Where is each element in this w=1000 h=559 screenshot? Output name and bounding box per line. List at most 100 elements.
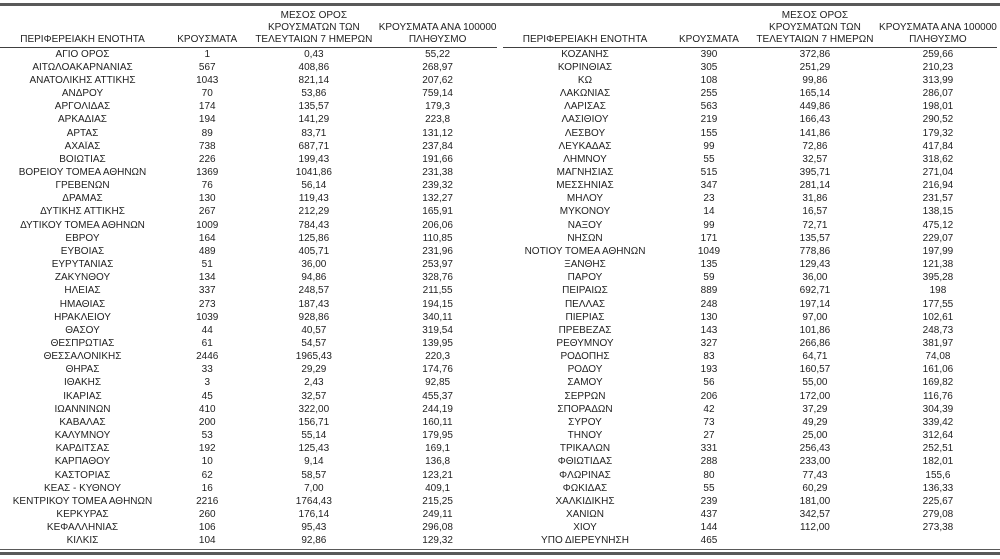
- region-name-cell: ΚΟΡΙΝΘΙΑΣ: [557, 61, 613, 73]
- per100k-cell: 194,15: [422, 298, 453, 310]
- table-row: ΦΩΚΙΔΑΣ 55 60,29 136,33: [503, 482, 997, 495]
- table-row: ΣΑΜΟΥ 56 55,00 169,82: [503, 377, 997, 390]
- avg7-cell: 405,71: [298, 245, 330, 257]
- avg7-cell: 928,86: [298, 311, 330, 323]
- region-name-cell: ΕΒΡΟΥ: [65, 232, 100, 244]
- header-avg7-line3: ΤΕΛΕΥΤΑΙΩΝ 7 ΗΜΕΡΩΝ: [756, 34, 874, 45]
- header-avg7-line2: ΚΡΟΥΣΜΑΤΩΝ ΤΩΝ: [769, 22, 861, 33]
- per100k-cell: 132,27: [422, 193, 453, 205]
- avg7-cell: 784,43: [298, 219, 330, 231]
- cases-cell: 255: [700, 88, 718, 100]
- table-row: ΑΡΓΟΛΙΔΑΣ 174 135,57 179,3: [0, 101, 497, 114]
- region-name-cell: ΑΡΓΟΛΙΔΑΣ: [54, 101, 111, 113]
- per100k-cell: 138,15: [922, 206, 954, 218]
- bottom-rule-thick: [0, 552, 1000, 555]
- avg7-cell: 408,86: [298, 61, 330, 73]
- cases-cell: 226: [198, 153, 216, 165]
- region-name-cell: ΔΥΤΙΚΗΣ ΑΤΤΙΚΗΣ: [40, 206, 125, 218]
- cases-cell: 465: [700, 535, 718, 547]
- header-per100k-line2: ΠΛΗΘΥΣΜΟ: [408, 34, 467, 45]
- avg7-cell: 53,86: [301, 88, 327, 100]
- table-row: ΡΟΔΟΥ 193 160,57 161,06: [503, 364, 997, 377]
- per100k-cell: 160,11: [422, 416, 453, 428]
- avg7-cell: 449,86: [799, 101, 831, 113]
- cases-cell: 515: [700, 166, 718, 178]
- cases-cell: 59: [703, 272, 715, 284]
- region-name-cell: ΤΗΝΟΥ: [567, 430, 603, 442]
- avg7-cell: 92,86: [301, 535, 327, 547]
- per100k-cell: 216,94: [922, 180, 954, 192]
- header-per100k-line1: ΚΡΟΥΣΜΑΤΑ ΑΝΑ 100000: [378, 22, 497, 33]
- avg7-cell: 49,29: [802, 416, 828, 428]
- per100k-cell: 225,67: [922, 495, 954, 507]
- per100k-cell: 136,33: [922, 482, 954, 494]
- region-name-cell: ΣΥΡΟΥ: [568, 416, 602, 428]
- cases-cell: 738: [198, 140, 216, 152]
- table-row: ΜΕΣΣΗΝΙΑΣ 347 281,14 216,94: [503, 180, 997, 193]
- avg7-cell: 32,57: [802, 153, 828, 165]
- table-row: ΕΒΡΟΥ 164 125,86 110,85: [0, 232, 497, 245]
- header-per100k: ΚΡΟΥΣΜΑΤΑ ΑΝΑ 100000 ΠΛΗΘΥΣΜΟ: [879, 22, 997, 47]
- cases-cell: 331: [700, 443, 718, 455]
- cases-cell: 55: [703, 482, 715, 494]
- region-name-cell: ΡΟΔΟΠΗΣ: [560, 351, 610, 363]
- table-row: ΚΙΛΚΙΣ 104 92,86 129,32: [0, 535, 497, 548]
- per100k-cell: 92,85: [425, 377, 451, 389]
- avg7-cell: 36,00: [301, 259, 327, 271]
- cases-cell: 219: [700, 114, 718, 126]
- region-name-cell: ΔΡΑΜΑΣ: [62, 193, 103, 205]
- cases-cell: 42: [703, 403, 715, 415]
- header-region: ΠΕΡΙΦΕΡΕΙΑΚΗ ΕΝΟΤΗΤΑ: [503, 34, 667, 47]
- cases-cell: 164: [198, 232, 216, 244]
- cases-cell: 130: [700, 311, 718, 323]
- cases-cell: 889: [700, 285, 718, 297]
- per100k-cell: 290,52: [922, 114, 954, 126]
- avg7-cell: 187,43: [298, 298, 330, 310]
- header-avg7-line3: ΤΕΛΕΥΤΑΙΩΝ 7 ΗΜΕΡΩΝ: [255, 34, 373, 45]
- region-name-cell: ΣΠΟΡΑΔΩΝ: [557, 403, 613, 415]
- per100k-cell: 239,32: [422, 180, 453, 192]
- per100k-cell: 197,99: [922, 245, 954, 257]
- header-cases: ΚΡΟΥΣΜΑΤΑ: [667, 34, 751, 47]
- avg7-cell: 129,43: [799, 259, 831, 271]
- table-row: ΚΑΡΠΑΘΟΥ 10 9,14 136,8: [0, 456, 497, 469]
- cases-cell: 83: [703, 351, 715, 363]
- table-row: ΛΕΥΚΑΔΑΣ 99 72,86 417,84: [503, 140, 997, 153]
- cases-cell: 305: [700, 61, 718, 73]
- region-name-cell: ΜΗΛΟΥ: [566, 193, 604, 205]
- header-cases-label: ΚΡΟΥΣΜΑΤΑ: [679, 34, 739, 45]
- region-name-cell: ΝΟΤΙΟΥ ΤΟΜΕΑ ΑΘΗΝΩΝ: [524, 245, 646, 257]
- header-avg7-line1: ΜΕΣΟΣ ΟΡΟΣ: [781, 10, 849, 21]
- cases-table-left: ΠΕΡΙΦΕΡΕΙΑΚΗ ΕΝΟΤΗΤΑ ΚΡΟΥΣΜΑΤΑ ΜΕΣΟΣ ΟΡΟ…: [0, 6, 497, 552]
- table-row: ΒΟΙΩΤΙΑΣ 226 199,43 191,66: [0, 153, 497, 166]
- avg7-cell: 119,43: [298, 193, 329, 205]
- region-name-cell: ΑΧΑΪΑΣ: [64, 140, 101, 152]
- table-row: ΛΕΣΒΟΥ 155 141,86 179,32: [503, 127, 997, 140]
- region-name-cell: ΚΑΛΥΜΝΟΥ: [54, 430, 111, 442]
- avg7-cell: 29,29: [301, 364, 327, 376]
- region-name-cell: ΜΕΣΣΗΝΙΑΣ: [556, 180, 614, 192]
- bottom-rule-thin: [0, 549, 1000, 550]
- per100k-cell: 116,76: [923, 390, 953, 402]
- per100k-cell: 102,61: [922, 311, 954, 323]
- table-row: ΦΘΙΩΤΙΔΑΣ 288 233,00 182,01: [503, 456, 997, 469]
- table-body-left: ΑΓΙΟ ΟΡΟΣ 1 0,43 55,22 ΑΙΤΩΛΟΑΚΑΡΝΑΝΙΑΣ 567 40…: [0, 48, 497, 548]
- per100k-cell: 313,99: [922, 74, 954, 86]
- region-name-cell: ΣΕΡΡΩΝ: [564, 390, 606, 402]
- table-row: ΑΓΙΟ ΟΡΟΣ 1 0,43 55,22: [0, 48, 497, 61]
- cases-cell: 260: [198, 509, 216, 521]
- table-row: ΙΘΑΚΗΣ 3 2,43 92,85: [0, 377, 497, 390]
- table-row: ΧΙΟΥ 144 112,00 273,38: [503, 522, 997, 535]
- header-avg7-line1: ΜΕΣΟΣ ΟΡΟΣ: [280, 10, 347, 21]
- region-name-cell: ΗΜΑΘΙΑΣ: [59, 298, 106, 310]
- table-row: ΝΑΞΟΥ 99 72,71 475,12: [503, 219, 997, 232]
- region-name-cell: ΘΑΣΟΥ: [65, 324, 100, 336]
- region-name-cell: ΡΕΘΥΜΝΟΥ: [556, 338, 614, 350]
- region-name-cell: ΚΑΡΠΑΘΟΥ: [54, 456, 111, 468]
- cases-cell: 33: [201, 364, 213, 376]
- cases-cell: 567: [198, 61, 216, 73]
- region-name-cell: ΣΑΜΟΥ: [567, 377, 603, 389]
- avg7-cell: 141,86: [799, 127, 831, 139]
- table-row: ΚΕΑΣ - ΚΥΘΝΟΥ 16 7,00 409,1: [0, 482, 497, 495]
